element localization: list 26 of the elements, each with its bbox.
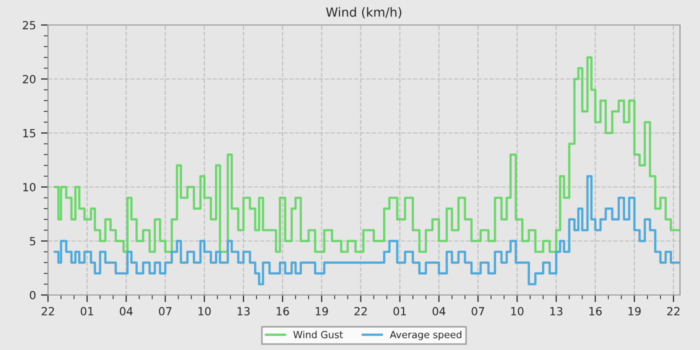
x-tick-label: 22 — [667, 307, 680, 316]
y-tick-label: 0 — [30, 290, 36, 300]
x-tick-label: 10 — [198, 307, 211, 316]
x-tick-label: 22 — [354, 307, 367, 316]
legend-label: Wind Gust — [293, 330, 343, 338]
x-tick-label: 13 — [238, 307, 250, 316]
y-tick-label: 20 — [22, 74, 36, 84]
y-tick-label: 25 — [22, 20, 36, 30]
x-tick-label: 10 — [511, 307, 524, 316]
chart-title: Wind (km/h) — [326, 7, 402, 18]
x-tick-label: 07 — [158, 307, 172, 316]
x-tick-label: 19 — [628, 307, 641, 316]
x-tick-label: 04 — [120, 307, 133, 316]
x-tick-label: 16 — [276, 307, 289, 316]
x-tick-label: 01 — [394, 307, 406, 316]
y-tick-label: 15 — [23, 129, 36, 138]
x-tick-label: 01 — [80, 307, 94, 316]
x-tick-label: 07 — [472, 307, 484, 316]
x-tick-label: 19 — [316, 307, 328, 316]
y-tick-label: 5 — [30, 237, 36, 246]
x-tick-label: 16 — [589, 307, 602, 316]
x-tick-label: 22 — [42, 307, 54, 316]
legend-label: Average speed — [390, 330, 462, 340]
x-tick-label: 13 — [550, 307, 562, 316]
x-tick-label: 04 — [432, 307, 446, 316]
y-tick-label: 10 — [23, 182, 36, 192]
